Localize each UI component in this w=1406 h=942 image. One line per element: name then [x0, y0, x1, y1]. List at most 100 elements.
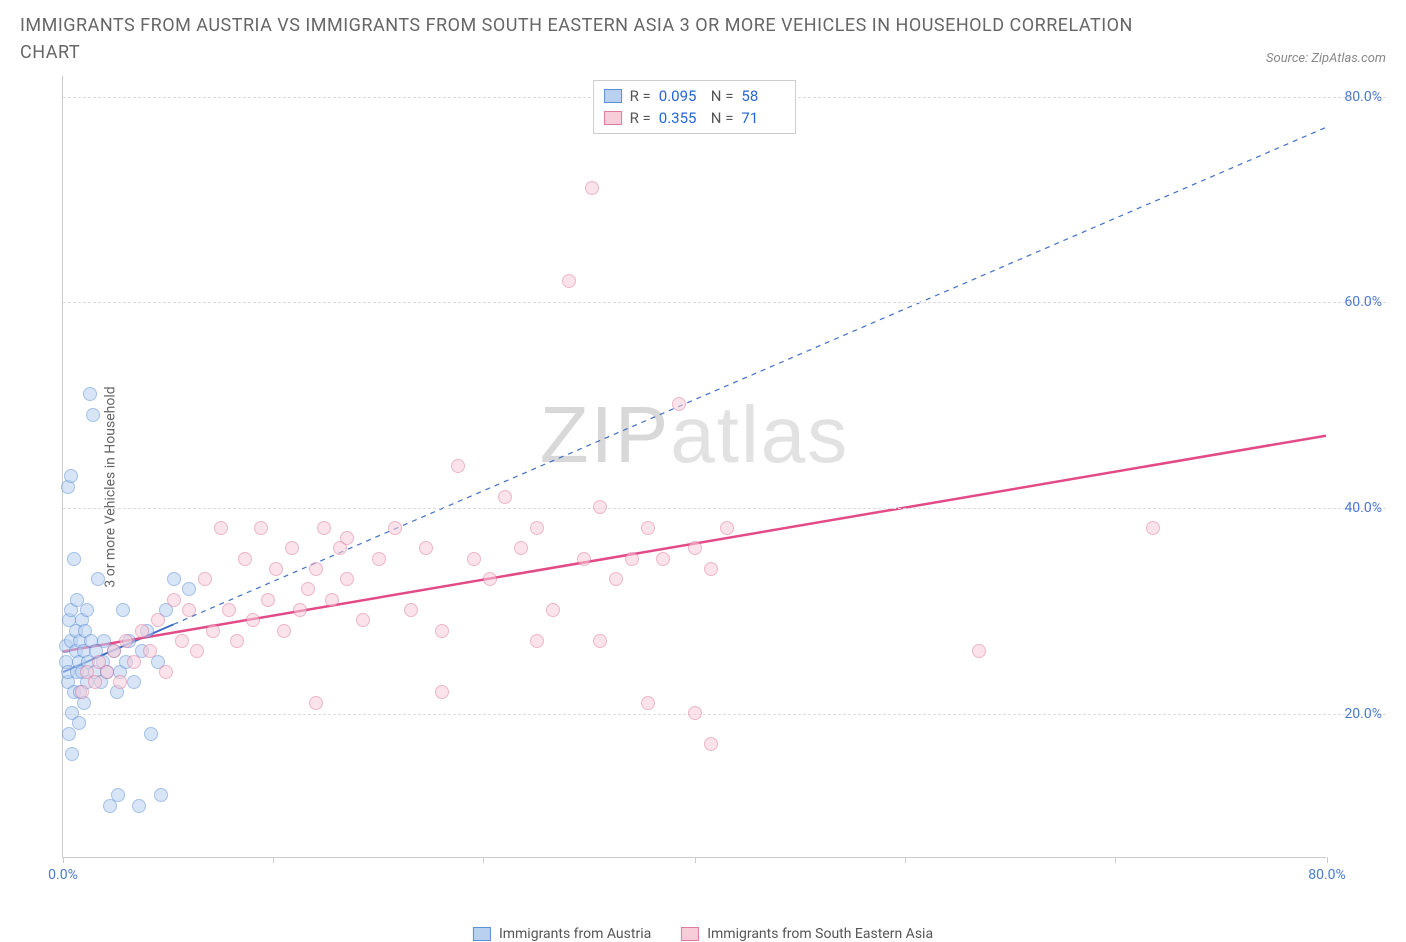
- scatter-point: [656, 552, 670, 566]
- scatter-point: [144, 727, 158, 741]
- scatter-point: [135, 624, 149, 638]
- scatter-point: [83, 387, 97, 401]
- stats-row: R =0.355N =71: [604, 107, 786, 129]
- watermark: ZIPatlas: [540, 389, 849, 481]
- scatter-point: [72, 716, 86, 730]
- scatter-point: [562, 274, 576, 288]
- scatter-point: [75, 685, 89, 699]
- scatter-point: [625, 552, 639, 566]
- r-label: R =: [630, 87, 651, 105]
- page-title: IMMIGRANTS FROM AUSTRIA VS IMMIGRANTS FR…: [20, 12, 1140, 66]
- scatter-point: [593, 500, 607, 514]
- scatter-point: [64, 469, 78, 483]
- scatter-point: [167, 572, 181, 586]
- scatter-point: [111, 788, 125, 802]
- scatter-point: [435, 685, 449, 699]
- legend-swatch: [604, 111, 622, 125]
- scatter-point: [261, 593, 275, 607]
- scatter-point: [182, 603, 196, 617]
- scatter-point: [119, 634, 133, 648]
- scatter-point: [340, 572, 354, 586]
- scatter-point: [1146, 521, 1160, 535]
- correlation-chart: 3 or more Vehicles in Household ZIPatlas…: [20, 72, 1386, 902]
- y-tick-label: 60.0%: [1344, 294, 1382, 310]
- scatter-point: [285, 541, 299, 555]
- stats-row: R =0.095N =58: [604, 85, 786, 107]
- scatter-point: [254, 521, 268, 535]
- x-tick: [483, 857, 484, 863]
- scatter-point: [159, 665, 173, 679]
- r-value: 0.355: [659, 109, 703, 127]
- scatter-point: [451, 459, 465, 473]
- scatter-point: [246, 613, 260, 627]
- scatter-point: [688, 541, 702, 555]
- scatter-point: [116, 603, 130, 617]
- gridline: [63, 302, 1386, 303]
- y-tick-label: 80.0%: [1344, 89, 1382, 105]
- legend-swatch: [473, 927, 491, 941]
- plot-area: ZIPatlas R =0.095N =58R =0.355N =71 20.0…: [62, 76, 1326, 858]
- scatter-point: [672, 397, 686, 411]
- scatter-point: [65, 747, 79, 761]
- trend-lines: [63, 76, 1326, 857]
- x-tick: [273, 857, 274, 863]
- scatter-point: [198, 572, 212, 586]
- scatter-point: [91, 572, 105, 586]
- scatter-point: [309, 696, 323, 710]
- scatter-point: [301, 582, 315, 596]
- x-tick: [1327, 857, 1328, 863]
- scatter-point: [317, 521, 331, 535]
- scatter-point: [641, 696, 655, 710]
- scatter-point: [222, 603, 236, 617]
- scatter-point: [175, 634, 189, 648]
- scatter-point: [356, 613, 370, 627]
- stats-legend: R =0.095N =58R =0.355N =71: [593, 80, 797, 134]
- scatter-point: [404, 603, 418, 617]
- x-tick: [905, 857, 906, 863]
- scatter-point: [293, 603, 307, 617]
- scatter-point: [100, 665, 114, 679]
- scatter-point: [107, 644, 121, 658]
- legend-swatch: [604, 89, 622, 103]
- n-value: 71: [741, 109, 785, 127]
- scatter-point: [206, 624, 220, 638]
- scatter-point: [585, 181, 599, 195]
- scatter-point: [230, 634, 244, 648]
- legend-label: Immigrants from Austria: [499, 926, 651, 942]
- scatter-point: [127, 675, 141, 689]
- scatter-point: [151, 613, 165, 627]
- r-label: R =: [630, 109, 651, 127]
- scatter-point: [530, 521, 544, 535]
- x-tick: [63, 857, 64, 863]
- scatter-point: [238, 552, 252, 566]
- scatter-point: [167, 593, 181, 607]
- scatter-point: [269, 562, 283, 576]
- series-legend: Immigrants from AustriaImmigrants from S…: [473, 926, 933, 942]
- scatter-point: [214, 521, 228, 535]
- legend-swatch: [681, 927, 699, 941]
- scatter-point: [340, 531, 354, 545]
- scatter-point: [190, 644, 204, 658]
- y-tick-label: 20.0%: [1344, 706, 1382, 722]
- scatter-point: [641, 521, 655, 535]
- x-tick-label: 0.0%: [48, 867, 78, 883]
- scatter-point: [419, 541, 433, 555]
- scatter-point: [88, 675, 102, 689]
- scatter-point: [86, 408, 100, 422]
- scatter-point: [704, 737, 718, 751]
- x-tick-label: 80.0%: [1308, 867, 1346, 883]
- scatter-point: [972, 644, 986, 658]
- scatter-point: [309, 562, 323, 576]
- gridline: [63, 508, 1386, 509]
- scatter-point: [154, 788, 168, 802]
- x-tick: [1115, 857, 1116, 863]
- scatter-point: [435, 624, 449, 638]
- scatter-point: [127, 655, 141, 669]
- scatter-point: [325, 593, 339, 607]
- scatter-point: [498, 490, 512, 504]
- scatter-point: [593, 634, 607, 648]
- scatter-point: [577, 552, 591, 566]
- scatter-point: [704, 562, 718, 576]
- scatter-point: [277, 624, 291, 638]
- x-tick: [695, 857, 696, 863]
